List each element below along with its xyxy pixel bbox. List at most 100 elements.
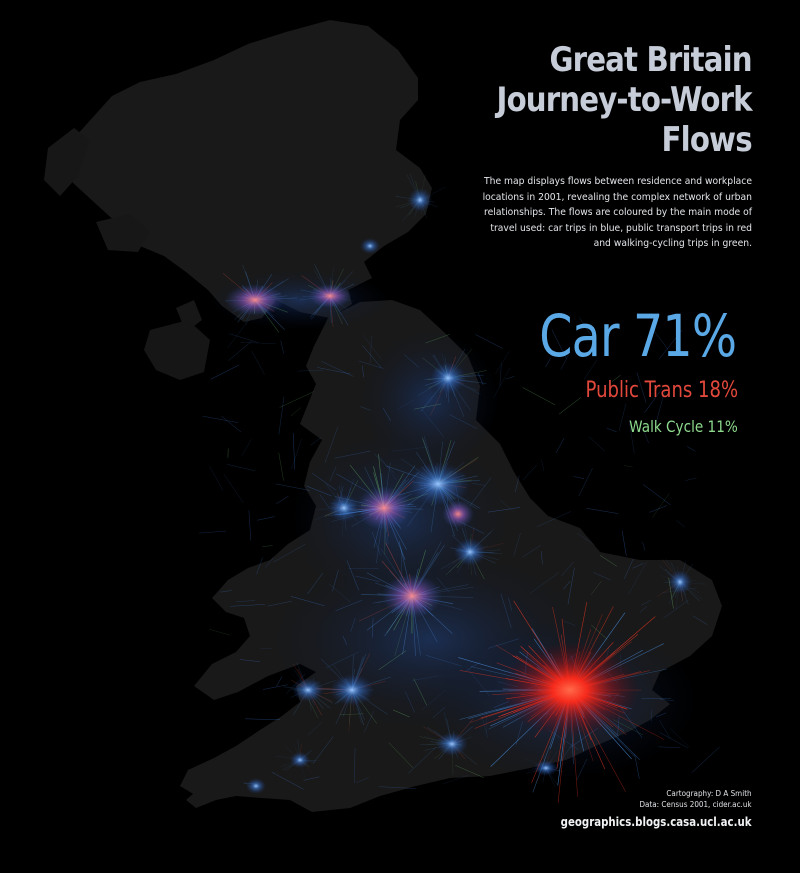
flow-line bbox=[621, 530, 627, 556]
flow-line bbox=[413, 678, 427, 706]
flow-line bbox=[692, 615, 708, 625]
flow-line bbox=[319, 494, 330, 509]
flow-line bbox=[239, 659, 261, 662]
flow-line bbox=[676, 520, 685, 528]
flow-line bbox=[360, 406, 371, 411]
flow-line bbox=[353, 747, 356, 783]
flow-line bbox=[687, 446, 696, 452]
flow-line bbox=[265, 557, 274, 568]
flow-line bbox=[382, 407, 391, 421]
nottingham-glow bbox=[454, 538, 486, 566]
flow-line bbox=[271, 771, 304, 790]
flow-line bbox=[279, 391, 315, 408]
flow-line bbox=[425, 655, 462, 667]
flow-line bbox=[469, 477, 492, 506]
flow-line bbox=[291, 438, 302, 469]
flow-line bbox=[336, 473, 368, 492]
flow-line bbox=[230, 604, 265, 607]
flow-line bbox=[241, 438, 252, 456]
stat-public-transport: Public Trans 18% bbox=[585, 378, 738, 403]
flow-line bbox=[649, 505, 668, 513]
flow-line bbox=[209, 466, 224, 491]
flow-line bbox=[551, 329, 567, 359]
flow-line bbox=[372, 532, 381, 556]
flow-line bbox=[563, 580, 571, 590]
flow-line bbox=[328, 583, 351, 603]
flow-line bbox=[227, 319, 250, 348]
flow-line bbox=[372, 617, 374, 638]
flow-line bbox=[599, 555, 617, 567]
flow-line bbox=[530, 572, 560, 594]
flow-line bbox=[659, 699, 675, 701]
flow-line bbox=[583, 359, 598, 380]
flow-line bbox=[555, 437, 565, 454]
flow-line bbox=[624, 559, 634, 579]
stat-walk-cycle: Walk Cycle 11% bbox=[629, 417, 738, 436]
flow-line bbox=[655, 712, 667, 718]
flow-line bbox=[290, 596, 325, 607]
flow-line bbox=[540, 551, 543, 565]
title-line-1: Great Britain bbox=[549, 40, 753, 80]
flow-line bbox=[559, 397, 582, 415]
flow-line bbox=[487, 507, 521, 513]
norwich-glow bbox=[668, 570, 692, 594]
flow-line bbox=[248, 510, 252, 541]
flow-line bbox=[317, 367, 351, 375]
flow-line bbox=[392, 446, 428, 452]
flow-line bbox=[650, 710, 653, 722]
flow-line bbox=[628, 561, 647, 595]
map-title: Great Britain Journey-to-Work Flows bbox=[497, 40, 753, 160]
northern-ireland-landmass bbox=[144, 320, 210, 380]
edinburgh-glow bbox=[308, 284, 352, 308]
flow-line bbox=[329, 466, 337, 482]
flow-line bbox=[540, 459, 545, 472]
flow-line bbox=[297, 369, 324, 372]
flow-line bbox=[659, 732, 688, 749]
flow-line bbox=[278, 396, 285, 435]
flow-line bbox=[493, 367, 511, 398]
flow-line bbox=[639, 606, 648, 613]
flow-line bbox=[555, 742, 574, 771]
brighton-glow bbox=[534, 760, 558, 776]
newcastle-glow bbox=[430, 362, 466, 394]
flow-line bbox=[523, 464, 537, 480]
flow-line bbox=[515, 475, 520, 493]
flow-line bbox=[545, 358, 551, 368]
credit-cartography: Cartography: D A Smith bbox=[666, 789, 752, 798]
london-glow bbox=[500, 642, 640, 738]
flow-line bbox=[379, 456, 397, 481]
flow-line bbox=[475, 334, 503, 349]
flow-line bbox=[257, 516, 275, 521]
flow-line bbox=[642, 428, 649, 444]
flow-line bbox=[307, 722, 322, 736]
aberdeen-glow bbox=[408, 188, 432, 212]
flow-line bbox=[421, 690, 446, 711]
flow-line bbox=[455, 765, 484, 778]
exeter-glow bbox=[290, 752, 310, 768]
flow-line bbox=[276, 496, 289, 504]
flow-line bbox=[325, 651, 359, 668]
flow-line bbox=[398, 399, 414, 410]
flow-line bbox=[362, 365, 364, 378]
flow-line bbox=[477, 372, 484, 385]
flow-line bbox=[659, 719, 671, 739]
flow-line bbox=[280, 340, 284, 354]
flow-line bbox=[379, 786, 417, 789]
flow-line bbox=[332, 569, 339, 592]
flow-line bbox=[356, 777, 369, 783]
title-line-3: Flows bbox=[661, 120, 753, 160]
flow-line bbox=[355, 575, 380, 582]
flow-line bbox=[443, 775, 469, 784]
flow-line bbox=[563, 620, 576, 626]
flow-line bbox=[321, 361, 354, 377]
flow-line bbox=[685, 477, 697, 481]
flow-line bbox=[388, 742, 414, 769]
flow-line bbox=[378, 650, 407, 671]
flow-line bbox=[290, 407, 302, 417]
flow-line bbox=[658, 329, 683, 360]
flow-line bbox=[591, 624, 608, 640]
flow-line bbox=[513, 532, 521, 557]
stat-car: Car 71% bbox=[538, 302, 737, 370]
flow-line bbox=[245, 718, 281, 721]
southampton-glow bbox=[436, 732, 468, 756]
